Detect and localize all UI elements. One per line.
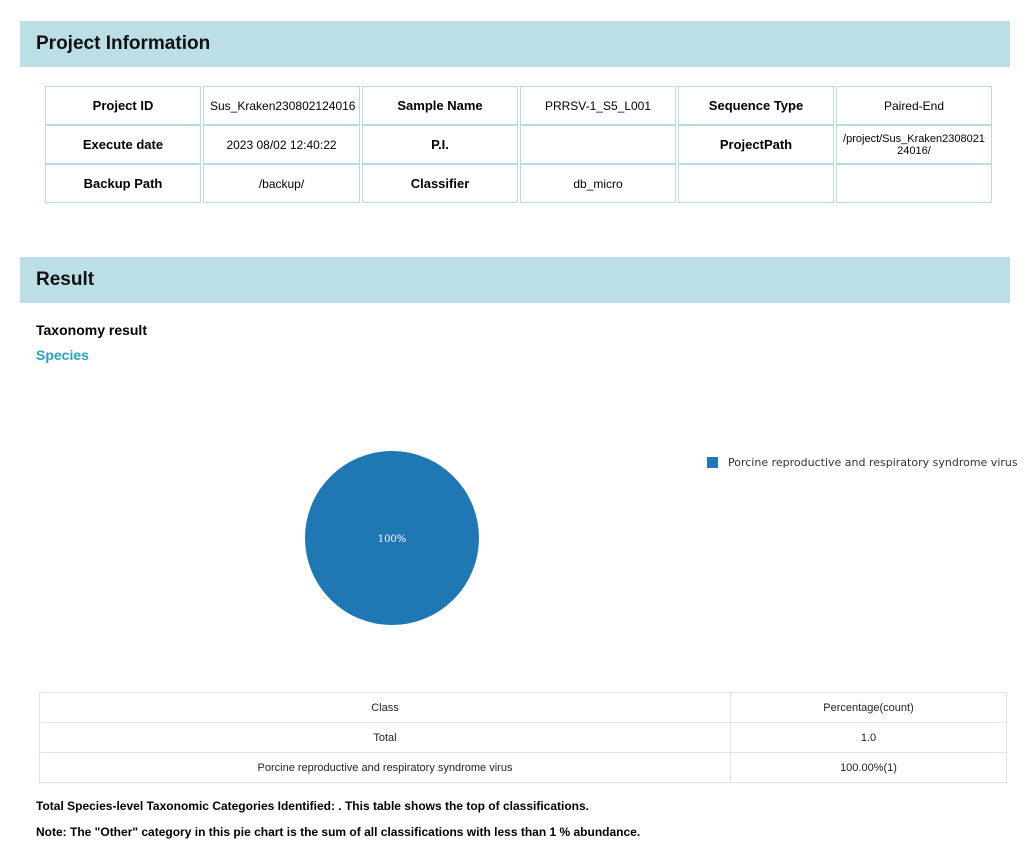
pie-slice-label: 100% (378, 534, 407, 545)
result-title: Result (36, 269, 95, 290)
table-row: Total 1.0 (39, 722, 1007, 753)
label-backup-path: Backup Path (45, 164, 201, 203)
table-row: Backup Path /backup/ Classifier db_micro (45, 164, 992, 203)
species-pie-chart: 100% (305, 451, 479, 625)
other-category-note: Note: The "Other" category in this pie c… (36, 825, 641, 839)
empty-cell (678, 164, 834, 203)
table-row: Porcine reproductive and respiratory syn… (39, 752, 1007, 783)
taxonomy-summary-note: Total Species-level Taxonomic Categories… (36, 799, 590, 813)
result-header: Result (20, 257, 1010, 303)
project-information-header: Project Information (20, 21, 1010, 67)
value-project-id: Sus_Kraken230802124016 (203, 86, 360, 125)
value-sequence-type: Paired-End (836, 86, 992, 125)
chart-legend: Porcine reproductive and respiratory syn… (707, 456, 1018, 469)
species-title: Species (36, 347, 89, 363)
column-header-percentage: Percentage(count) (730, 692, 1007, 723)
taxonomy-result-title: Taxonomy result (36, 322, 147, 338)
value-backup-path: /backup/ (203, 164, 360, 203)
empty-cell (836, 164, 992, 203)
table-row: Execute date 2023 08/02 12:40:22 P.I. Pr… (45, 125, 992, 164)
value-project-path: /project/Sus_Kraken230802124016/ (836, 125, 992, 164)
label-project-path: ProjectPath (678, 125, 834, 164)
table-row: Project ID Sus_Kraken230802124016 Sample… (45, 86, 992, 125)
label-sample-name: Sample Name (362, 86, 518, 125)
project-info-table: Project ID Sus_Kraken230802124016 Sample… (43, 86, 994, 203)
label-project-id: Project ID (45, 86, 201, 125)
label-pi: P.I. (362, 125, 518, 164)
legend-label: Porcine reproductive and respiratory syn… (728, 456, 1018, 469)
label-execute-date: Execute date (45, 125, 201, 164)
cell-class: Total (39, 722, 731, 753)
cell-percentage: 1.0 (730, 722, 1007, 753)
value-execute-date: 2023 08/02 12:40:22 (203, 125, 360, 164)
cell-class: Porcine reproductive and respiratory syn… (39, 752, 731, 783)
pie-slice[interactable] (305, 451, 479, 625)
value-pi (520, 125, 676, 164)
column-header-class: Class (39, 692, 731, 723)
project-information-title: Project Information (36, 33, 211, 54)
cell-percentage: 100.00%(1) (730, 752, 1007, 783)
label-classifier: Classifier (362, 164, 518, 203)
species-table: Class Percentage(count) Total 1.0 Porcin… (39, 692, 1007, 783)
value-classifier: db_micro (520, 164, 676, 203)
table-header-row: Class Percentage(count) (39, 692, 1007, 723)
legend-swatch (707, 457, 718, 468)
value-sample-name: PRRSV-1_S5_L001 (520, 86, 676, 125)
label-sequence-type: Sequence Type (678, 86, 834, 125)
